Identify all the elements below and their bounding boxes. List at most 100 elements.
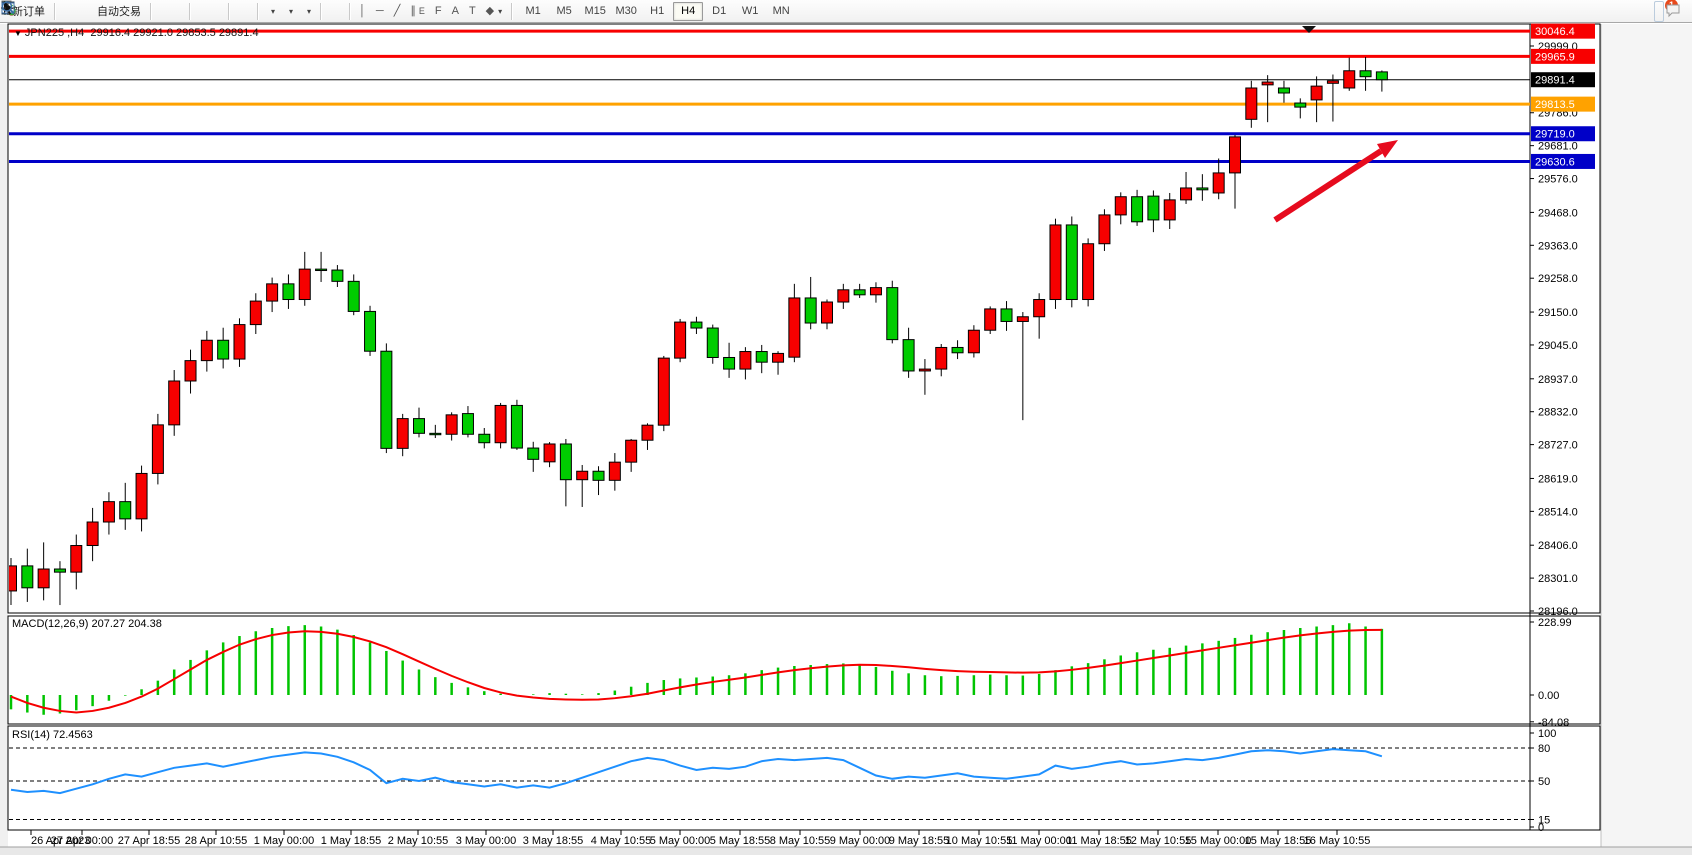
svg-text:-84.08: -84.08 <box>1538 717 1569 729</box>
channel-icon: ∥ <box>410 5 416 17</box>
separator <box>189 2 190 20</box>
zoom-out-button[interactable] <box>1 1 214 22</box>
templates-button[interactable]: ▾ <box>1 1 316 22</box>
svg-text:27 Apr 00:00: 27 Apr 00:00 <box>51 835 113 847</box>
svg-text:0: 0 <box>1538 822 1544 834</box>
svg-text:15 May 18:55: 15 May 18:55 <box>1245 835 1312 847</box>
svg-text:29891.4: 29891.4 <box>1535 75 1575 87</box>
svg-text:28937.0: 28937.0 <box>1538 374 1578 386</box>
vertical-line-tool-button[interactable]: │ <box>354 1 371 22</box>
timeframe-MN-button[interactable]: MN <box>772 4 790 17</box>
periods-button[interactable]: ▾ <box>1 1 298 22</box>
autotrading-label: 自动交易 <box>97 6 141 18</box>
svg-text:16 May 10:55: 16 May 10:55 <box>1304 835 1371 847</box>
signals-button[interactable] <box>1 1 89 22</box>
rsi-layer <box>9 747 1530 820</box>
chevron-down-icon: ▾ <box>307 6 312 16</box>
svg-text:28619.0: 28619.0 <box>1538 473 1578 485</box>
chevron-down-icon: ▾ <box>289 6 294 16</box>
autoscroll-button[interactable] <box>2 1 243 22</box>
separator <box>257 2 258 20</box>
trendline-tool-button[interactable]: ╱ <box>389 1 406 22</box>
timeframe-M30-button[interactable]: M30 <box>615 4 637 17</box>
svg-text:12 May 10:55: 12 May 10:55 <box>1125 835 1192 847</box>
main-toolbar: 新订单 自动交易 ▾ ▾ ▾ │ <box>0 0 1692 23</box>
candles-layer <box>9 56 1388 606</box>
fibonacci-tool-button[interactable]: F <box>430 1 447 22</box>
timeframe-group: M1 M5 M15 M30 H1 H4 D1 W1 MN <box>518 1 796 21</box>
svg-text:11 May 18:55: 11 May 18:55 <box>1066 835 1132 847</box>
svg-text:3 May 00:00: 3 May 00:00 <box>456 835 517 847</box>
trend-arrow-annotation <box>1273 140 1398 223</box>
svg-text:29813.5: 29813.5 <box>1535 99 1575 111</box>
line-chart-button[interactable] <box>1 1 185 22</box>
price-axis[interactable]: 29999.029786.029681.029576.029468.029363… <box>1530 23 1595 834</box>
shift-marker-icon <box>1302 26 1316 33</box>
fibonacci-icon: F <box>434 5 442 17</box>
svg-text:1 May 18:55: 1 May 18:55 <box>321 835 382 847</box>
timeframe-W1-button[interactable]: W1 <box>741 4 759 17</box>
cursor-button[interactable] <box>4 1 335 22</box>
timeframe-D1-button[interactable]: D1 <box>712 4 727 17</box>
svg-text:28 Apr 10:55: 28 Apr 10:55 <box>185 835 247 847</box>
svg-text:28727.0: 28727.0 <box>1538 440 1578 452</box>
indicators-button[interactable]: ▾ <box>1 1 280 22</box>
vertical-line-icon: │ <box>359 5 366 17</box>
svg-text:28301.0: 28301.0 <box>1538 573 1578 585</box>
svg-text:30046.4: 30046.4 <box>1535 26 1575 38</box>
timeframe-M1-button[interactable]: M1 <box>525 4 541 17</box>
separator <box>320 2 322 20</box>
channel-tool-button[interactable]: ∥ E <box>405 1 430 22</box>
label-tool-button[interactable]: T <box>464 1 481 22</box>
deposit-button[interactable] <box>2 1 69 22</box>
svg-text:10 May 10:55: 10 May 10:55 <box>946 835 1013 847</box>
svg-text:29468.0: 29468.0 <box>1538 207 1578 219</box>
svg-text:0.00: 0.00 <box>1538 690 1559 702</box>
svg-text:26 Apr 2023: 26 Apr 2023 <box>31 835 90 847</box>
svg-text:8 May 10:55: 8 May 10:55 <box>770 835 831 847</box>
svg-text:29363.0: 29363.0 <box>1538 240 1578 252</box>
svg-text:28196.0: 28196.0 <box>1538 606 1578 618</box>
separator <box>150 2 151 20</box>
horizontal-line-tool-button[interactable]: ─ <box>371 1 389 22</box>
crosshair-button[interactable] <box>1 1 345 22</box>
svg-text:28406.0: 28406.0 <box>1538 540 1578 552</box>
svg-text:28832.0: 28832.0 <box>1538 407 1578 419</box>
accounts-button[interactable] <box>1 1 79 22</box>
tile-windows-button[interactable] <box>1 1 224 22</box>
autotrading-button[interactable]: 自动交易 <box>1 1 146 22</box>
separator <box>228 2 229 20</box>
text-tool-button[interactable]: A <box>447 1 464 22</box>
notifications-button[interactable]: 1 <box>1664 0 1680 22</box>
chevron-down-icon: ▾ <box>271 6 276 16</box>
chart-shift-button[interactable] <box>3 1 253 22</box>
svg-text:29150.0: 29150.0 <box>1538 307 1578 319</box>
timeframe-M5-button[interactable]: M5 <box>556 4 572 17</box>
chart-symbol-period: JPN225 ,H4 <box>24 27 85 39</box>
new-order-label: 新订单 <box>12 6 45 18</box>
svg-text:9 May 18:55: 9 May 18:55 <box>889 835 950 847</box>
chevron-down-icon: ▾ <box>498 6 503 16</box>
text-label-icon: T <box>468 5 476 17</box>
svg-text:3 May 18:55: 3 May 18:55 <box>523 835 584 847</box>
text-icon: A <box>451 5 459 17</box>
timeframe-M15-button[interactable]: M15 <box>584 4 606 17</box>
shapes-tool-button[interactable]: ◆ ▾ <box>481 1 507 22</box>
chart-title[interactable]: ▼ JPN225 ,H4 29916.4 29921.0 29853.5 2989… <box>14 27 259 39</box>
svg-text:9 May 00:00: 9 May 00:00 <box>830 835 891 847</box>
timeframe-H1-button[interactable]: H1 <box>650 4 665 17</box>
svg-text:15: 15 <box>1538 815 1550 827</box>
candlestick-chart-button[interactable] <box>2 1 175 22</box>
svg-text:29630.6: 29630.6 <box>1535 156 1575 168</box>
bar-chart-button[interactable] <box>2 1 165 22</box>
svg-text:29965.9: 29965.9 <box>1535 51 1575 63</box>
zoom-in-button[interactable] <box>1 1 204 22</box>
timeframe-H4-button[interactable]: H4 <box>673 1 704 21</box>
macd-layer <box>9 623 1384 715</box>
search-button[interactable] <box>1 0 1664 22</box>
macd-label: MACD(12,26,9) 207.27 204.38 <box>12 618 162 630</box>
separator <box>511 2 513 20</box>
